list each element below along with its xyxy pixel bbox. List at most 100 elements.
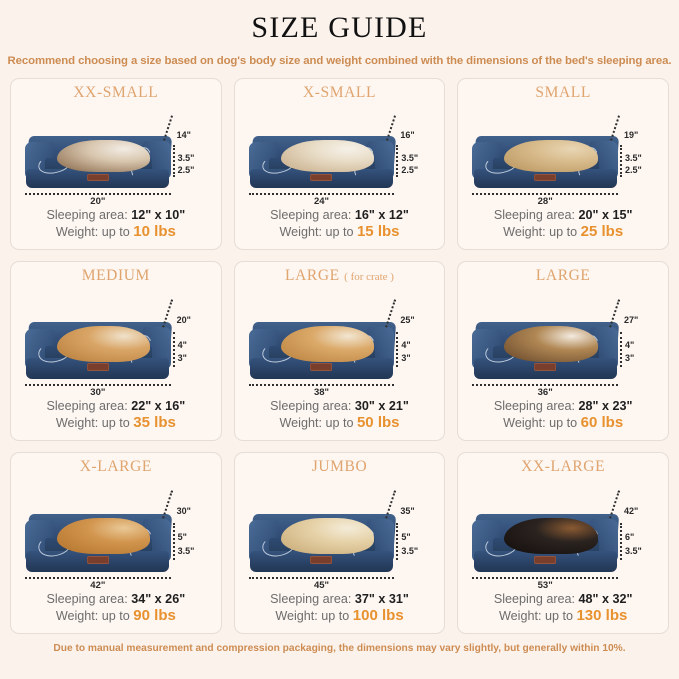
bed-body — [472, 136, 620, 188]
bed-width-dimension: 42" — [90, 579, 106, 591]
dog-bed-image — [25, 293, 172, 379]
bed-width-dimension-group: 45" — [248, 576, 395, 591]
size-card-info: Sleeping area: 37" x 31" Weight: up to 10… — [241, 592, 439, 626]
brand-logo-tag — [534, 173, 557, 181]
bed-bolster-height-dimension: 6" — [625, 531, 635, 542]
size-card-info: Sleeping area: 12" x 10" Weight: up to 10… — [17, 208, 215, 242]
size-card[interactable]: X-SMALL 16" 3.5" 2.5" 24" Sleeping area: 16" … — [233, 78, 446, 250]
bed-bolster-height-dimension: 3.5" — [401, 152, 419, 163]
size-card-info: Sleeping area: 34" x 26" Weight: up to 90… — [17, 592, 215, 626]
sleeping-area-value: 34" x 26" — [131, 591, 186, 606]
bed-total-height-dimension: 20" — [176, 314, 191, 325]
bed-width-dimension-group: 28" — [472, 192, 618, 207]
weight-value: 130 lbs — [576, 607, 628, 625]
bed-bolster-height-dimension: 3.5" — [625, 152, 642, 163]
size-name: X-LARGE — [79, 458, 152, 475]
sleeping-area-line: Sleeping area: 28" x 23" — [464, 399, 662, 415]
weight-label: Weight: — [503, 225, 546, 240]
bed-base-height-dimension: 3.5" — [401, 545, 419, 556]
bed-illustration-area: 25" 4" 3" 38" — [241, 287, 439, 399]
size-card[interactable]: SMALL 19" 3.5" 2.5" 28" Sleeping area: 20" x … — [457, 78, 669, 250]
weight-qualifier: up to — [325, 225, 354, 240]
bed-width-dimension-group: 38" — [248, 383, 395, 398]
bed-width-dimension-group: 53" — [472, 576, 618, 591]
weight-line: Weight: up to 35 lbs — [17, 414, 215, 433]
size-card-title: XX-SMALL — [73, 84, 158, 103]
bed-base-height-dimension: 2.5" — [625, 164, 642, 175]
bed-illustration-area: 16" 3.5" 2.5" 24" — [241, 104, 439, 208]
size-card[interactable]: MEDIUM 20" 4" 3" 30" Sleeping area: 22" x 16"… — [10, 261, 222, 441]
bed-total-height-dimension: 27" — [624, 314, 639, 325]
weight-label: Weight: — [503, 416, 546, 431]
size-card-title: X-SMALL — [303, 84, 376, 103]
size-card-grid-row-2: MEDIUM 20" 4" 3" 30" Sleeping area: 22" x 16"… — [0, 261, 679, 441]
size-card-title: XX-LARGE — [521, 458, 605, 477]
size-card[interactable]: X-LARGE 30" 5" 3.5" 42" Sleeping area: 34" x … — [10, 452, 222, 634]
brand-logo-tag — [534, 555, 557, 564]
bed-illustration-area: 20" 4" 3" 30" — [17, 287, 215, 399]
weight-value: 10 lbs — [133, 223, 176, 241]
size-name-qualifier: ( for crate ) — [344, 271, 394, 283]
size-card-grid-row-1: XX-SMALL 14" 3.5" 2.5" 20" Sleeping area: 12"… — [0, 78, 679, 250]
height-dimension-callouts: 16" 3.5" 2.5" — [386, 112, 436, 188]
sleeping-area-line: Sleeping area: 37" x 31" — [241, 592, 439, 608]
size-name: SMALL — [535, 84, 591, 101]
width-dimension-line — [248, 576, 395, 579]
bed-base-height-dimension: 2.5" — [401, 164, 419, 175]
bed-illustration-area: 14" 3.5" 2.5" 20" — [17, 104, 215, 208]
dimension-leader-line-vertical — [396, 523, 400, 560]
weight-value: 35 lbs — [133, 414, 176, 432]
weight-value: 15 lbs — [356, 223, 400, 241]
width-dimension-line — [472, 576, 618, 579]
sleeping-area-label: Sleeping area: — [46, 207, 128, 222]
bed-base-height-dimension: 2.5" — [177, 164, 195, 175]
dimension-leader-line-vertical — [172, 144, 177, 177]
bed-body — [25, 321, 172, 379]
dog-bed-image — [248, 110, 396, 188]
weight-value: 100 lbs — [352, 607, 404, 625]
dimension-leader-line-vertical — [620, 523, 624, 560]
sleeping-area-label: Sleeping area: — [493, 591, 576, 606]
size-card[interactable]: XX-SMALL 14" 3.5" 2.5" 20" Sleeping area: 12"… — [10, 78, 222, 250]
weight-label: Weight: — [275, 609, 318, 624]
weight-label: Weight: — [279, 416, 322, 431]
sleeping-area-line: Sleeping area: 22" x 16" — [17, 399, 215, 415]
bed-width-dimension-group: 20" — [25, 192, 171, 207]
height-dimension-callouts: 27" 4" 3" — [609, 295, 660, 379]
sleeping-area-label: Sleeping area: — [46, 591, 128, 606]
height-dimension-callouts: 42" 6" 3.5" — [609, 486, 660, 572]
page-title: SIZE GUIDE — [251, 11, 428, 44]
weight-qualifier: up to — [101, 416, 130, 431]
bed-total-height-dimension: 19" — [624, 129, 639, 140]
sleeping-area-line: Sleeping area: 20" x 15" — [464, 208, 662, 224]
bed-bolster-height-dimension: 5" — [177, 531, 187, 542]
pet-photo-rottweiler — [504, 518, 598, 555]
bed-body — [472, 513, 620, 572]
size-card[interactable]: XX-LARGE 42" 6" 3.5" 53" Sleeping area: 48" x… — [457, 452, 669, 634]
bed-total-height-dimension: 25" — [400, 314, 415, 325]
bed-width-dimension-group: 30" — [25, 383, 171, 398]
size-card-info: Sleeping area: 22" x 16" Weight: up to 35… — [17, 399, 215, 433]
size-card[interactable]: JUMBO 35" 5" 3.5" 45" Sleeping area: 37" x 31… — [233, 452, 446, 634]
weight-line: Weight: up to 15 lbs — [241, 223, 439, 242]
weight-value: 50 lbs — [356, 414, 400, 432]
weight-line: Weight: up to 50 lbs — [241, 414, 439, 433]
sleeping-area-label: Sleeping area: — [46, 398, 128, 413]
size-card-info: Sleeping area: 16" x 12" Weight: up to 15… — [241, 208, 439, 242]
weight-label: Weight: — [55, 225, 99, 240]
brand-logo-tag — [534, 363, 557, 372]
bed-width-dimension: 38" — [313, 386, 330, 398]
size-card[interactable]: LARGE 27" 4" 3" 36" Sleeping area: 28" x 23" W… — [457, 261, 669, 441]
size-name: X-SMALL — [302, 84, 377, 101]
height-dimension-callouts: 35" 5" 3.5" — [385, 486, 436, 572]
width-dimension-line — [248, 192, 395, 195]
weight-qualifier: up to — [544, 609, 573, 624]
size-card-grid-row-3: X-LARGE 30" 5" 3.5" 42" Sleeping area: 34" x … — [0, 452, 679, 634]
bed-bolster-height-dimension: 4" — [625, 339, 635, 350]
sleeping-area-line: Sleeping area: 30" x 21" — [241, 399, 439, 415]
page-footer-note: Due to manual measurement and compressio… — [53, 643, 626, 654]
size-card[interactable]: LARGE ( for crate ) 25" 4" 3" 38" Sleeping ar… — [233, 261, 446, 441]
weight-value: 90 lbs — [133, 607, 176, 625]
height-dimension-callouts: 14" 3.5" 2.5" — [162, 112, 213, 188]
bed-total-height-dimension: 14" — [176, 129, 191, 140]
